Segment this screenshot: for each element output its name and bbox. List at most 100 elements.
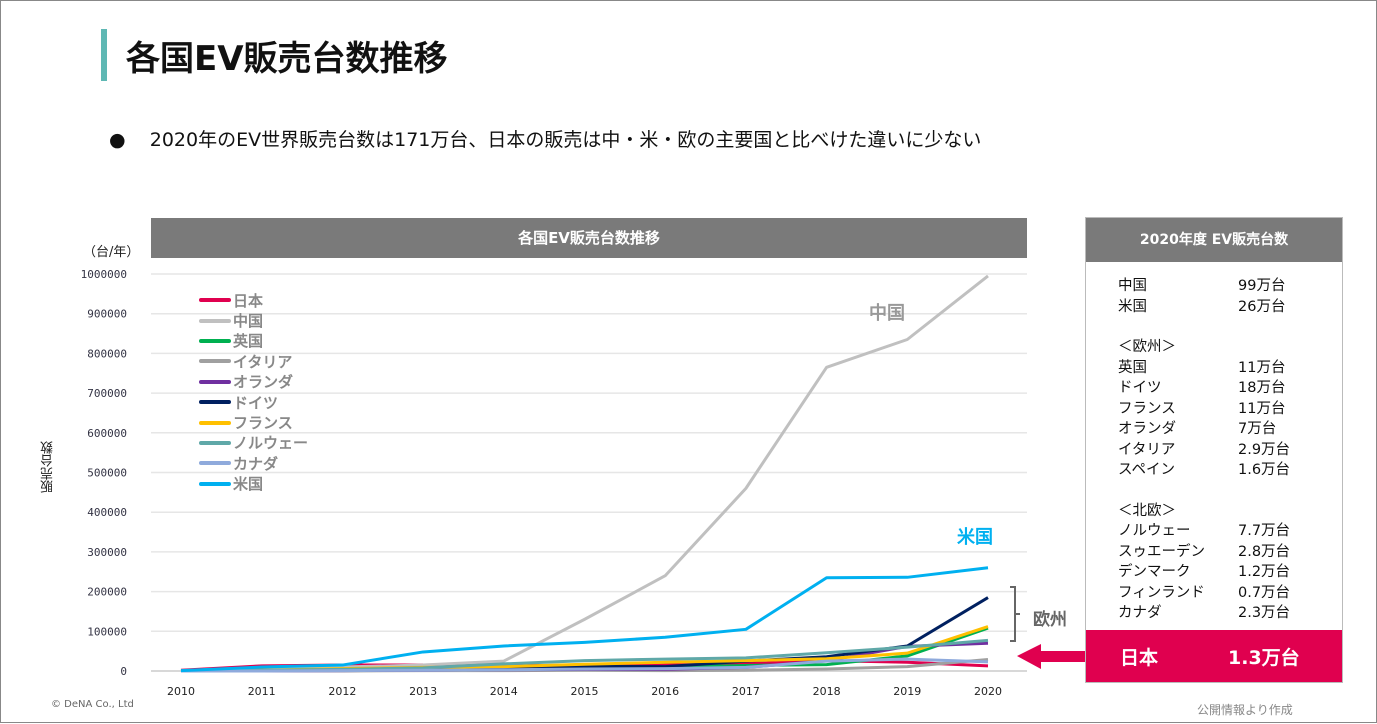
x-tick-label: 2020 — [974, 685, 1002, 698]
legend-label: ドイツ — [233, 393, 279, 412]
sales: 0.7万台 — [1238, 584, 1291, 601]
bullet-text: ● 2020年のEV世界販売台数は171万台、日本の販売は中・米・欧の主要国と比… — [109, 129, 982, 151]
legend-swatch — [199, 359, 231, 364]
legend-label: 中国 — [233, 312, 264, 331]
summary-row: スペイン 1.6万台 — [1086, 458, 1342, 479]
legend-swatch — [199, 338, 231, 343]
sales: 11万台 — [1238, 359, 1286, 376]
legend-swatch — [199, 318, 231, 323]
europe-bracket — [1010, 586, 1020, 642]
summary-row: ドイツ 18万台 — [1086, 376, 1342, 397]
japan-label: 日本 — [1120, 646, 1159, 669]
legend-item: 日本 — [199, 290, 308, 310]
sales: 18万台 — [1238, 380, 1286, 396]
country: スペイン — [1118, 462, 1175, 478]
y-tick-label: 1000000 — [81, 268, 127, 281]
summary-row: 中国 99万台 — [1086, 274, 1342, 295]
x-tick-label: 2018 — [813, 685, 841, 698]
legend-swatch — [199, 400, 231, 405]
europe-annotation: 欧州 — [1033, 610, 1067, 630]
legend-label: フランス — [233, 414, 293, 433]
legend-swatch — [199, 379, 231, 384]
y-tick-label: 300000 — [87, 546, 127, 559]
country: デンマーク — [1118, 564, 1191, 580]
summary-row: イタリア 2.9万台 — [1086, 438, 1342, 459]
y-tick-label: 0 — [120, 665, 127, 678]
sales: 1.6万台 — [1238, 462, 1291, 478]
page-title: 各国EV販売台数推移 — [126, 39, 448, 79]
y-tick-label: 100000 — [87, 625, 127, 638]
legend-item: 中国 — [199, 310, 308, 330]
summary-row: ノルウェー 7.7万台 — [1086, 519, 1342, 540]
x-tick-label: 2011 — [248, 685, 276, 698]
sales: 1.2万台 — [1238, 564, 1291, 580]
summary-row: フィンランド 0.7万台 — [1086, 581, 1342, 602]
chart-title: 各国EV販売台数推移 — [151, 218, 1027, 258]
legend-label: 英国 — [233, 332, 264, 351]
x-tick-label: 2017 — [732, 685, 760, 698]
summary-row: カナダ 2.3万台 — [1086, 601, 1342, 622]
china-annotation: 中国 — [869, 303, 905, 324]
copyright: © DeNA Co., Ltd — [51, 699, 134, 710]
sales: 11万台 — [1238, 400, 1286, 417]
country: イタリア — [1118, 441, 1176, 458]
summary-row: 米国 26万台 — [1086, 295, 1342, 316]
summary-row: フランス 11万台 — [1086, 397, 1342, 418]
sales: 2.9万台 — [1238, 441, 1291, 458]
y-tick-label: 900000 — [87, 308, 127, 321]
legend-label: 日本 — [233, 291, 264, 310]
summary-row: オランダ 7万台 — [1086, 417, 1342, 438]
legend-swatch — [199, 420, 231, 425]
legend-item: オランダ — [199, 372, 308, 392]
sales: 2.8万台 — [1238, 543, 1291, 560]
y-tick-label: 200000 — [87, 586, 127, 599]
legend-item: ノルウェー — [199, 433, 308, 453]
legend-item: ドイツ — [199, 392, 308, 412]
country: カナダ — [1118, 605, 1162, 621]
summary-section-head: ＜北欧＞ — [1118, 502, 1176, 519]
legend-swatch — [199, 461, 231, 466]
sales: 99万台 — [1238, 278, 1286, 294]
legend-item: 英国 — [199, 331, 308, 351]
x-tick-label: 2019 — [893, 685, 921, 698]
x-tick-label: 2014 — [490, 685, 518, 698]
country: ノルウェー — [1118, 523, 1191, 539]
y-tick-label: 800000 — [87, 347, 127, 360]
series-line-カナダ — [181, 657, 989, 673]
x-tick-label: 2012 — [328, 685, 356, 698]
summary-title: 2020年度 EV販売台数 — [1086, 218, 1342, 262]
sales: 2.3万台 — [1238, 605, 1291, 621]
x-tick-label: 2013 — [409, 685, 437, 698]
sales: 26万台 — [1238, 298, 1286, 315]
summary-row: デンマーク 1.2万台 — [1086, 560, 1342, 581]
country: スゥエーデン — [1118, 543, 1205, 560]
legend-label: 米国 — [233, 475, 264, 494]
legend-label: オランダ — [233, 373, 294, 392]
x-tick-label: 2016 — [651, 685, 679, 698]
japan-highlight: 日本 1.3万台 — [1086, 630, 1342, 682]
country: フランス — [1118, 400, 1176, 417]
summary-row: 英国 11万台 — [1086, 356, 1342, 377]
country: フィンランド — [1118, 584, 1205, 601]
x-tick-label: 2010 — [167, 685, 195, 698]
series-line-米国 — [180, 566, 989, 673]
sales: 7万台 — [1238, 421, 1277, 437]
country: 中国 — [1118, 278, 1147, 294]
x-tick-label: 2015 — [571, 685, 599, 698]
bullet-label: 2020年のEV世界販売台数は171万台、日本の販売は中・米・欧の主要国と比べけ… — [149, 129, 982, 151]
summary-row: スゥエーデン 2.8万台 — [1086, 540, 1342, 561]
legend-item: 米国 — [199, 474, 308, 494]
source-note: 公開情報より作成 — [1197, 703, 1293, 717]
country: 英国 — [1118, 359, 1147, 376]
country: 米国 — [1118, 298, 1147, 315]
country: オランダ — [1118, 421, 1176, 437]
y-tick-label: 400000 — [87, 506, 127, 519]
y-tick-label: 700000 — [87, 387, 127, 400]
summary-section-head: ＜欧州＞ — [1118, 339, 1176, 355]
sales: 7.7万台 — [1238, 523, 1291, 539]
legend-item: カナダ — [199, 453, 308, 473]
legend-label: ノルウェー — [233, 434, 309, 453]
y-unit: （台/年） — [83, 245, 140, 260]
legend-swatch — [199, 481, 231, 486]
